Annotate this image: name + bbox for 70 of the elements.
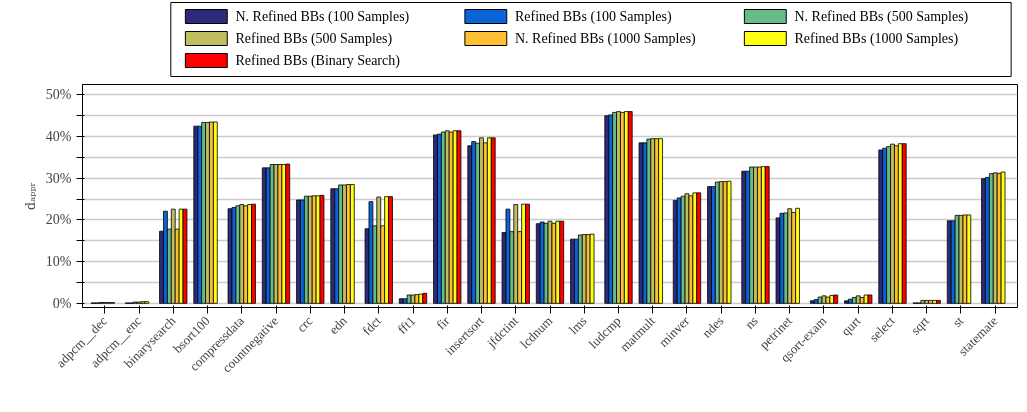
bar (589, 233, 595, 304)
bar (795, 207, 800, 304)
y-tick-label: 0% (52, 295, 72, 311)
x-tick-label: qurt (838, 312, 864, 339)
bar (513, 204, 519, 304)
y-tick-label: 30% (45, 170, 72, 186)
x-tick-label: crc (293, 313, 316, 336)
bar (398, 298, 404, 304)
bar (966, 214, 972, 304)
x-tick-label: edn (325, 312, 351, 338)
legend-label: Refined BBs (1000 Samples) (794, 31, 959, 47)
bar (182, 208, 188, 304)
legend-label: Refined BBs (Binary Search) (235, 53, 401, 69)
bar (817, 296, 823, 304)
y-tick-label: 10% (45, 254, 72, 270)
x-tick-label: fft1 (394, 313, 419, 337)
bar (376, 196, 382, 304)
bar (285, 163, 291, 304)
bar (855, 295, 861, 304)
x-tick-label: lms (565, 313, 590, 338)
bar (406, 294, 412, 304)
legend-label: N. Refined BBs (1000 Samples) (514, 31, 697, 47)
x-tick-label: ns (742, 313, 761, 332)
bar (920, 300, 926, 304)
bar (844, 300, 849, 304)
bar (932, 300, 937, 304)
bar (726, 180, 732, 304)
bar (833, 294, 839, 304)
bar (349, 184, 355, 304)
legend-label: N. Refined BBs (100 Samples) (235, 9, 410, 25)
bar (410, 294, 416, 304)
bar (319, 194, 325, 304)
bar (764, 166, 770, 304)
bar (867, 294, 873, 304)
bar (422, 292, 428, 304)
x-tick-label: ndes (699, 313, 727, 341)
bar (825, 296, 831, 304)
bar (924, 300, 930, 304)
y-tick-label: 50% (45, 87, 72, 103)
y-axis-title: dₐₚₚᵣ (22, 181, 38, 211)
bar (456, 130, 462, 304)
bar (525, 203, 530, 304)
y-tick-label: 40% (45, 129, 72, 145)
bar (936, 300, 941, 304)
legend-label: Refined BBs (500 Samples) (235, 31, 393, 47)
bar (559, 220, 565, 304)
bar (658, 138, 663, 304)
bar (829, 295, 835, 304)
bar (901, 143, 907, 304)
bar (696, 192, 702, 304)
bar (170, 208, 176, 304)
legend-label: Refined BBs (100 Samples) (514, 9, 672, 25)
legend-label: N. Refined BBs (500 Samples) (794, 9, 969, 25)
bar (414, 294, 420, 304)
bar (1000, 171, 1006, 304)
bar (627, 111, 633, 304)
x-tick-label: sqrt (907, 312, 933, 338)
bar (928, 300, 934, 304)
bar (251, 203, 256, 304)
bar (851, 297, 857, 304)
bar (863, 294, 869, 304)
bar (821, 295, 827, 304)
bar (212, 121, 218, 304)
bar (809, 300, 815, 304)
y-tick-label: 20% (45, 212, 72, 228)
bar (490, 137, 496, 304)
bar (388, 196, 393, 304)
bar (368, 201, 374, 304)
x-tick-label: fdct (359, 312, 385, 339)
bar (505, 208, 511, 304)
